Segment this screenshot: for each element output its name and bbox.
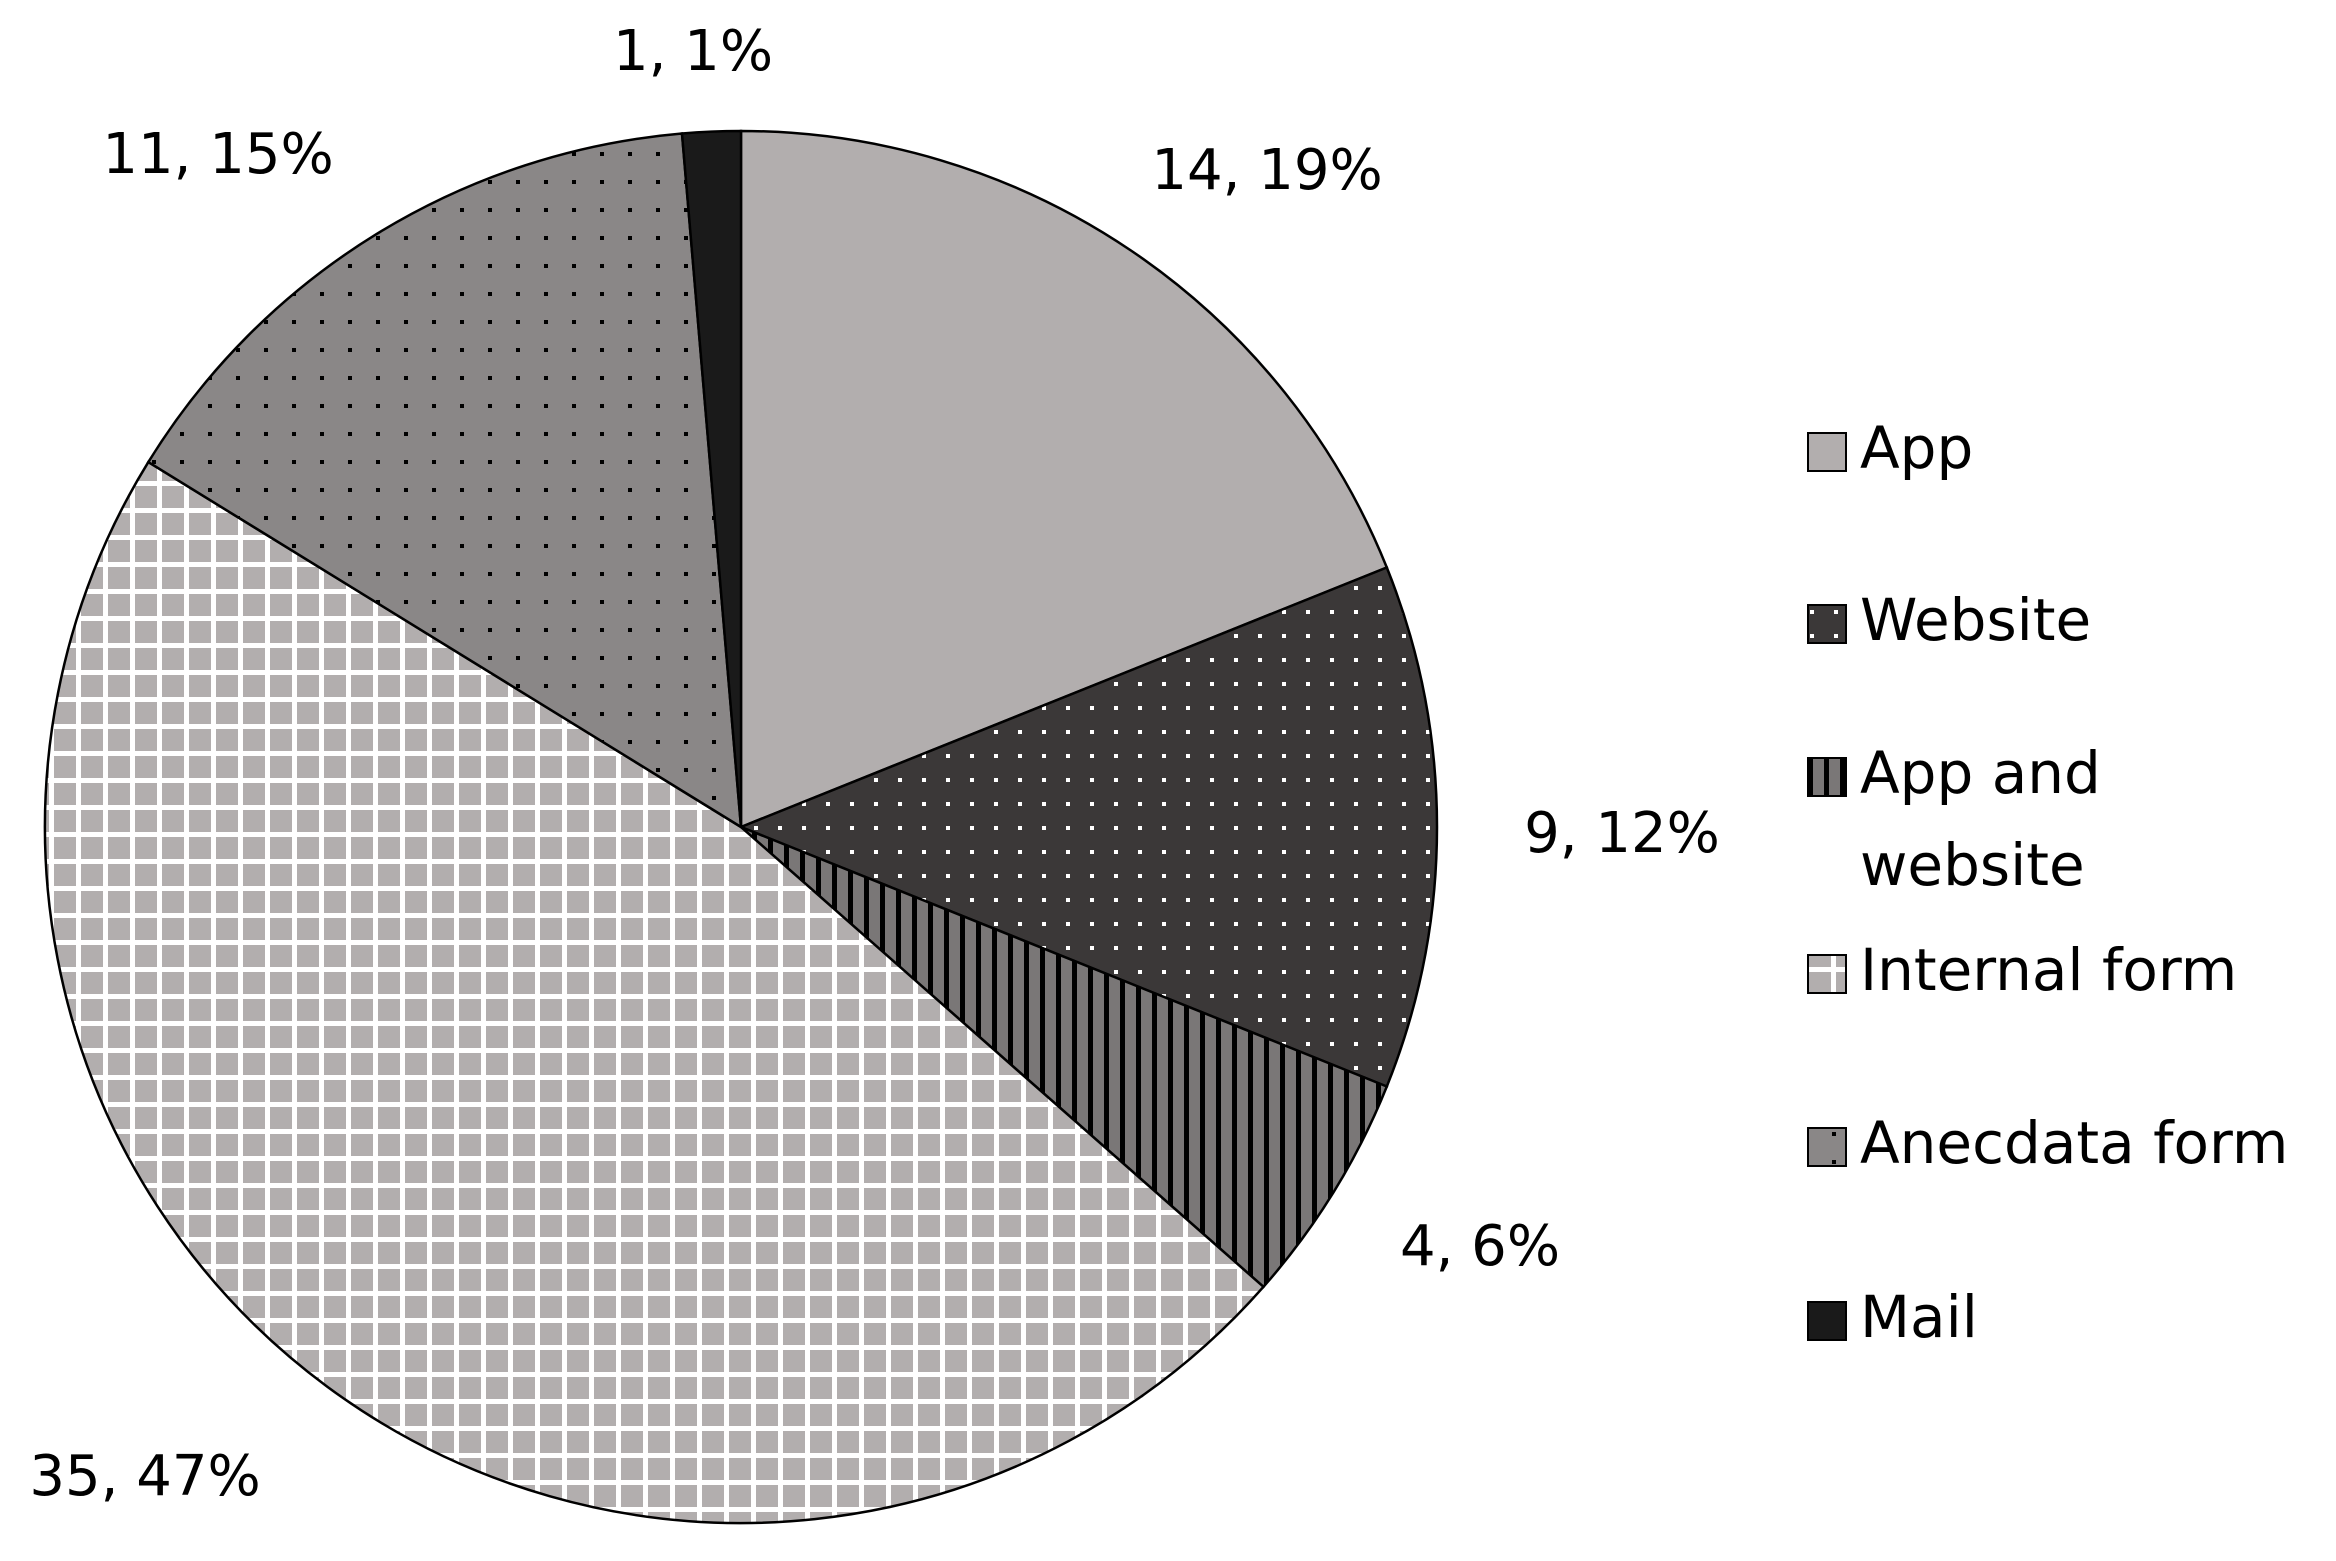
data-label-anecdata-form: 11, 15% bbox=[102, 122, 333, 187]
data-label-app-and-website: 4, 6% bbox=[1400, 1214, 1560, 1279]
legend-swatch-mail bbox=[1807, 1301, 1847, 1341]
data-label-website: 9, 12% bbox=[1524, 801, 1720, 866]
legend-label-internal-form: Internal form bbox=[1860, 936, 2237, 1004]
pie-slice-app bbox=[739, 129, 1389, 829]
data-label-internal-form: 35, 47% bbox=[29, 1444, 260, 1509]
legend-label-mail: Mail bbox=[1860, 1283, 1978, 1351]
legend-swatch-app bbox=[1807, 432, 1847, 472]
pie-slice-internal-form bbox=[43, 460, 1266, 1525]
labels-layer: 14, 19% 9, 12% 4, 6% 35, 47% 11, 15% 1, 1% bbox=[29, 19, 1720, 1509]
legend-label-website: Website bbox=[1860, 586, 2091, 654]
legend: App Website App and website Internal form Ane… bbox=[1807, 414, 2288, 1351]
data-label-app: 14, 19% bbox=[1151, 138, 1382, 203]
legend-swatch-website bbox=[1807, 604, 1847, 644]
slices-layer bbox=[43, 129, 1439, 1525]
pie-slice-app-and-website bbox=[740, 825, 1389, 1289]
legend-swatch-app-and-website bbox=[1807, 757, 1847, 797]
legend-label-app: App bbox=[1860, 414, 1973, 482]
data-label-mail: 1, 1% bbox=[613, 19, 773, 84]
legend-label-app-and-website: App and website bbox=[1860, 739, 2101, 899]
pie-slice-anecdata-form bbox=[146, 132, 743, 830]
legend-swatch-internal-form bbox=[1807, 954, 1847, 994]
pie-slice-website bbox=[737, 565, 1439, 1089]
pie-slice-mail bbox=[680, 129, 743, 828]
legend-swatch-anecdata-form bbox=[1807, 1127, 1847, 1167]
legend-label-anecdata-form: Anecdata form bbox=[1860, 1109, 2288, 1177]
